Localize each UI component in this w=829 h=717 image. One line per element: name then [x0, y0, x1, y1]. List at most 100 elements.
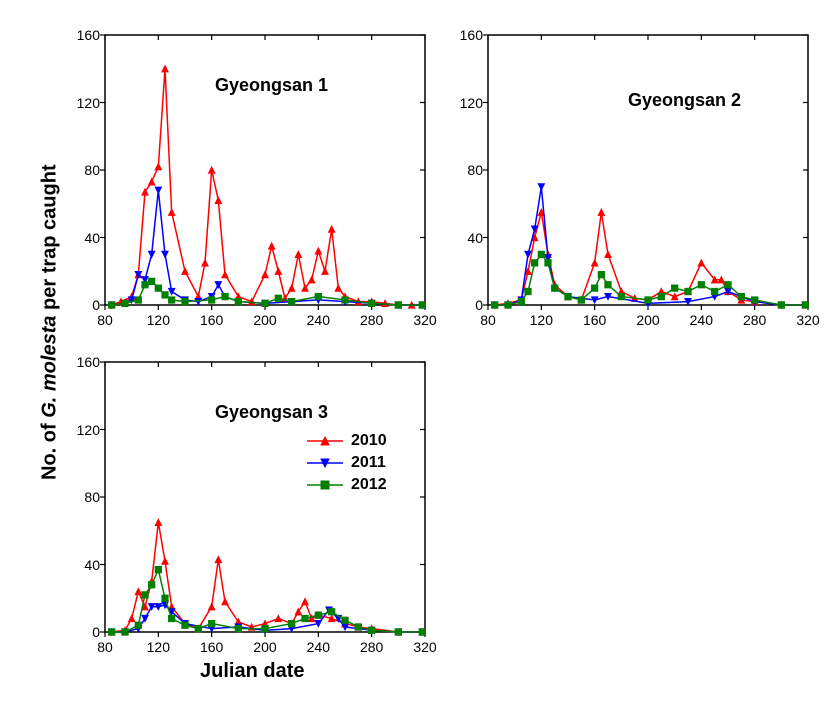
series-marker-2011 [538, 184, 544, 190]
series-marker-2012 [315, 293, 321, 299]
y-tick-label: 40 [70, 557, 100, 573]
figure: No. of G. molesta per trap caught Julian… [20, 20, 829, 697]
x-tick-label: 280 [358, 312, 386, 328]
series-marker-2010 [592, 260, 598, 266]
y-tick-label: 80 [453, 162, 483, 178]
x-tick-label: 120 [144, 312, 172, 328]
series-marker-2012 [109, 302, 115, 308]
x-tick-label: 200 [634, 312, 662, 328]
series-marker-2012 [209, 620, 215, 626]
panel-title: Gyeongsan 3 [215, 402, 328, 423]
series-marker-2012 [155, 285, 161, 291]
series-marker-2011 [215, 282, 221, 288]
series-marker-2012 [155, 566, 161, 572]
series-marker-2012 [672, 285, 678, 291]
series-marker-2012 [315, 612, 321, 618]
series-marker-2010 [672, 293, 678, 299]
series-marker-2011 [162, 251, 168, 257]
series-marker-2012 [162, 292, 168, 298]
x-tick-label: 120 [144, 639, 172, 655]
series-marker-2012 [135, 297, 141, 303]
y-tick-label: 0 [70, 624, 100, 640]
series-marker-2012 [725, 282, 731, 288]
x-tick-label: 200 [251, 639, 279, 655]
series-marker-2010 [329, 226, 335, 232]
series-marker-2012 [149, 582, 155, 588]
series-marker-2012 [419, 629, 425, 635]
series-marker-2012 [598, 272, 604, 278]
series-marker-2012 [142, 592, 148, 598]
series-marker-2010 [162, 558, 168, 564]
x-tick-label: 320 [794, 312, 822, 328]
series-marker-2012 [262, 300, 268, 306]
series-marker-2012 [419, 302, 425, 308]
series-line-2010 [112, 522, 423, 632]
series-marker-2010 [215, 197, 221, 203]
series-marker-2012 [395, 629, 401, 635]
series-marker-2012 [752, 297, 758, 303]
series-marker-2012 [142, 282, 148, 288]
series-marker-2010 [302, 599, 308, 605]
x-tick-label: 160 [581, 312, 609, 328]
series-marker-2012 [545, 260, 551, 266]
y-tick-label: 120 [453, 95, 483, 111]
series-marker-2012 [209, 297, 215, 303]
series-marker-2010 [275, 268, 281, 274]
series-marker-2012 [369, 627, 375, 633]
series-marker-2012 [685, 288, 691, 294]
x-tick-label: 80 [474, 312, 502, 328]
x-tick-label: 280 [358, 639, 386, 655]
series-marker-2012 [235, 299, 241, 305]
series-marker-2012 [302, 615, 308, 621]
series-marker-2012 [329, 609, 335, 615]
series-marker-2010 [209, 167, 215, 173]
x-tick-label: 240 [304, 312, 332, 328]
series-marker-2012 [342, 297, 348, 303]
series-marker-2012 [169, 297, 175, 303]
panel-title: Gyeongsan 2 [628, 90, 741, 111]
y-tick-label: 40 [453, 230, 483, 246]
series-marker-2012 [235, 626, 241, 632]
series-marker-2012 [552, 285, 558, 291]
series-marker-2012 [149, 278, 155, 284]
x-tick-label: 280 [741, 312, 769, 328]
series-marker-2010 [315, 248, 321, 254]
y-tick-label: 80 [70, 489, 100, 505]
series-marker-2012 [712, 288, 718, 294]
y-tick-label: 80 [70, 162, 100, 178]
y-tick-label: 40 [70, 230, 100, 246]
series-marker-2010 [129, 615, 135, 621]
x-tick-label: 160 [198, 312, 226, 328]
series-line-2011 [495, 187, 806, 305]
series-line-2010 [495, 212, 806, 305]
x-tick-label: 320 [411, 639, 439, 655]
series-marker-2012 [698, 282, 704, 288]
x-tick-label: 80 [91, 639, 119, 655]
series-marker-2010 [162, 66, 168, 72]
series-marker-2012 [578, 297, 584, 303]
series-marker-2010 [295, 251, 301, 257]
series-marker-2010 [289, 285, 295, 291]
series-marker-2010 [209, 604, 215, 610]
series-marker-2012 [169, 615, 175, 621]
series-marker-2012 [802, 302, 808, 308]
series-marker-2012 [778, 302, 784, 308]
x-tick-label: 320 [411, 312, 439, 328]
series-marker-2012 [182, 622, 188, 628]
series-marker-2012 [505, 302, 511, 308]
y-tick-label: 0 [70, 297, 100, 313]
series-marker-2012 [738, 293, 744, 299]
series-marker-2012 [262, 626, 268, 632]
series-marker-2010 [605, 251, 611, 257]
series-marker-2012 [122, 300, 128, 306]
panel-title: Gyeongsan 1 [215, 75, 328, 96]
series-marker-2010 [182, 268, 188, 274]
series-marker-2012 [518, 299, 524, 305]
y-tick-label: 160 [453, 27, 483, 43]
series-marker-2010 [335, 285, 341, 291]
series-marker-2012 [162, 595, 168, 601]
series-marker-2010 [135, 588, 141, 594]
x-tick-label: 160 [198, 639, 226, 655]
x-tick-label: 240 [304, 639, 332, 655]
series-marker-2010 [155, 519, 161, 525]
